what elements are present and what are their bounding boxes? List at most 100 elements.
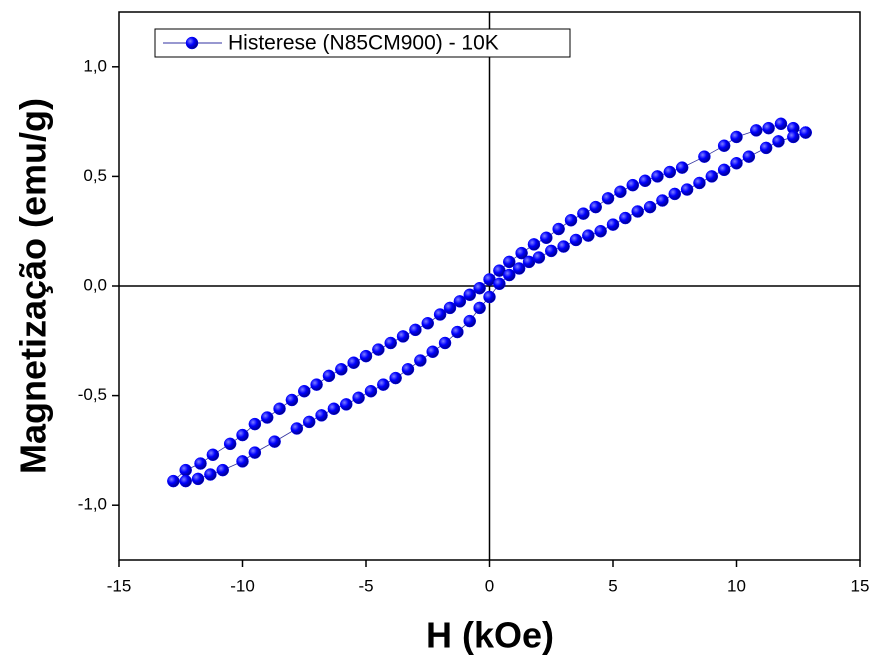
data-point [787, 130, 800, 144]
y-axis-label: Magnetização (emu/g) [13, 98, 54, 474]
data-point [194, 457, 207, 470]
data-point [582, 229, 595, 242]
data-point [675, 161, 689, 174]
x-tick-label: 0 [485, 576, 494, 595]
data-point [631, 205, 644, 218]
data-point [643, 200, 657, 214]
data-point [680, 183, 694, 196]
data-point [463, 288, 476, 302]
data-point [206, 448, 220, 462]
data-point [759, 141, 773, 155]
data-point [594, 224, 607, 238]
data-point [589, 200, 602, 214]
data-point [377, 378, 390, 391]
data-point [515, 246, 528, 260]
data-point [339, 398, 353, 411]
data-point [473, 281, 486, 295]
data-point [619, 211, 632, 225]
x-axis-label: H (kOe) [426, 615, 554, 656]
data-point [527, 238, 541, 251]
data-point [302, 415, 316, 429]
data-point [601, 192, 615, 205]
data-point [268, 435, 281, 448]
data-point [569, 233, 583, 247]
data-point [626, 178, 640, 192]
y-tick-label: 1,0 [83, 56, 107, 75]
data-point [557, 240, 570, 253]
data-point [532, 251, 546, 264]
data-point [167, 474, 180, 488]
data-point [443, 301, 457, 315]
data-point [512, 262, 526, 275]
data-point [384, 336, 397, 350]
legend-label: Histerese (N85CM900) - 10K [228, 32, 499, 55]
legend-marker [185, 36, 199, 50]
data-point [364, 384, 378, 398]
data-point [750, 124, 763, 137]
data-point [335, 363, 348, 376]
data-point [347, 356, 360, 369]
data-point [638, 174, 652, 188]
data-point [421, 317, 434, 330]
x-tick-label: 10 [727, 576, 746, 595]
x-tick-label: 15 [851, 576, 870, 595]
data-point [451, 325, 464, 339]
data-point [577, 207, 590, 220]
data-point [762, 121, 775, 135]
data-point [668, 187, 681, 201]
data-point [438, 336, 452, 350]
data-point [717, 139, 731, 152]
data-point [433, 308, 447, 321]
data-point [540, 231, 553, 245]
x-tick-label: 5 [608, 576, 617, 595]
data-point [503, 255, 516, 269]
data-point [698, 150, 711, 163]
data-point [414, 354, 427, 367]
legend-box [154, 28, 571, 58]
data-point [742, 150, 756, 163]
data-point [717, 163, 731, 177]
data-point [322, 369, 336, 383]
data-point [401, 363, 415, 376]
data-point [260, 411, 274, 424]
data-point [396, 330, 410, 343]
x-tick-label: -10 [230, 576, 255, 595]
data-point [552, 222, 565, 236]
data-point [651, 170, 664, 183]
data-point [290, 422, 304, 435]
data-point [483, 290, 496, 304]
data-point [693, 176, 706, 190]
y-tick-label: 0,0 [83, 275, 107, 294]
data-point [372, 343, 385, 356]
data-point [179, 463, 192, 477]
data-point [236, 428, 249, 442]
data-point [656, 194, 669, 207]
data-point [223, 437, 237, 451]
data-point [473, 301, 486, 315]
data-point [774, 117, 788, 131]
data-point [216, 463, 229, 477]
data-point [204, 468, 217, 481]
data-point [236, 455, 249, 468]
x-tick-label: -5 [358, 576, 373, 595]
y-tick-label: -0,5 [78, 385, 107, 404]
data-point [327, 402, 341, 416]
y-tick-label: -1,0 [78, 495, 107, 514]
data-point [493, 277, 506, 291]
data-point [248, 417, 262, 431]
data-point [730, 156, 743, 170]
data-point [545, 244, 558, 258]
data-point [453, 295, 467, 308]
data-point [463, 314, 476, 328]
data-point [298, 384, 311, 398]
data-point [248, 446, 262, 459]
data-point [409, 323, 422, 337]
data-point [315, 409, 328, 422]
data-point [799, 126, 812, 139]
data-point [389, 371, 402, 385]
data-point [730, 130, 743, 144]
data-point [352, 391, 365, 405]
data-point [663, 165, 677, 179]
data-point [503, 268, 516, 282]
